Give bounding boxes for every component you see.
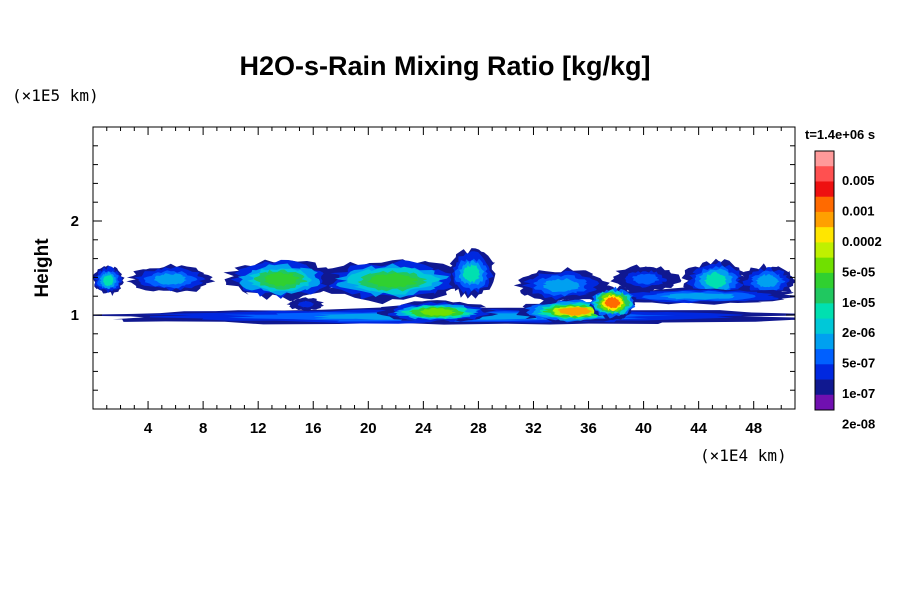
x-tick-label: 4 — [144, 420, 153, 437]
colorbar-label: 0.005 — [842, 173, 875, 188]
y-axis-label: Height — [32, 238, 53, 298]
colorbar-swatch — [815, 333, 834, 350]
time-label: t=1.4e+06 s — [805, 127, 875, 142]
x-tick-label: 12 — [250, 420, 267, 437]
x-tick-label: 44 — [690, 420, 707, 437]
colorbar-swatch — [815, 349, 834, 365]
plot-area — [92, 126, 796, 410]
colorbar-swatch — [815, 181, 834, 198]
x-tick-label: 32 — [525, 420, 542, 437]
x-tick-label: 48 — [745, 420, 762, 437]
colorbar-swatch — [815, 166, 834, 182]
y-tick-label: 2 — [71, 213, 79, 230]
colorbar-swatch — [815, 257, 834, 274]
colorbar-swatch — [815, 242, 834, 259]
colorbar-swatch — [815, 196, 834, 213]
cloud-contour-upper — [632, 273, 660, 285]
colorbar: 0.005 0.001 0.0002 5e-05 1e-05 2e-06 5e-07 1e-0… — [814, 150, 882, 432]
cloud-contour-upper — [704, 271, 727, 290]
x-axis-unit: (×1E4 km) — [700, 446, 787, 465]
cloud-contour-upper — [755, 274, 780, 288]
cloud-contour-upper — [462, 264, 480, 284]
x-tick-label: 40 — [635, 420, 652, 437]
cloud-contour-upper — [367, 272, 418, 289]
cloud-contour-lower — [419, 307, 457, 316]
cloud-contour-upper — [659, 292, 735, 300]
cloud-contour-upper — [153, 273, 187, 285]
plot-frame — [92, 126, 796, 410]
colorbar-swatch — [815, 151, 834, 167]
colorbar-label: 1e-05 — [842, 295, 875, 310]
colorbar-swatch — [815, 288, 834, 304]
x-tick-label: 8 — [199, 420, 207, 437]
cloud-contour-upper — [264, 272, 300, 287]
cloud-contour-lower — [297, 300, 315, 308]
colorbar-swatch — [815, 318, 834, 335]
y-axis-unit: (×1E5 km) — [12, 86, 99, 105]
colorbar-swatch — [815, 227, 834, 243]
colorbar-label: 0.0002 — [842, 234, 882, 249]
colorbar-swatch — [815, 303, 834, 319]
colorbar-label: 0.001 — [842, 203, 875, 218]
cloud-contour-lower — [604, 296, 621, 309]
cloud-contour-lower — [557, 307, 593, 316]
colorbar-swatch — [815, 394, 834, 411]
x-tick-label: 28 — [470, 420, 487, 437]
colorbar-swatch — [815, 379, 834, 396]
chart-title: H2O-s-Rain Mixing Ratio [kg/kg] — [239, 51, 650, 81]
colorbar-swatch — [815, 364, 834, 380]
colorbar-label: 2e-08 — [842, 417, 875, 432]
data-layer — [93, 248, 795, 325]
x-tick-label: 36 — [580, 420, 597, 437]
x-tick-label: 20 — [360, 420, 377, 437]
colorbar-label: 5e-05 — [842, 264, 875, 279]
colorbar-frame — [814, 150, 835, 411]
colorbar-label: 1e-07 — [842, 386, 875, 401]
cloud-contour-upper — [103, 274, 114, 287]
y-tick-label: 1 — [71, 307, 79, 324]
colorbar-swatch — [815, 272, 834, 289]
colorbar-swatch — [815, 211, 834, 228]
x-tick-label: 24 — [415, 420, 432, 437]
cloud-contour-upper — [542, 278, 581, 292]
colorbar-label: 2e-06 — [842, 325, 875, 340]
x-tick-label: 16 — [305, 420, 322, 437]
colorbar-label: 5e-07 — [842, 356, 875, 371]
